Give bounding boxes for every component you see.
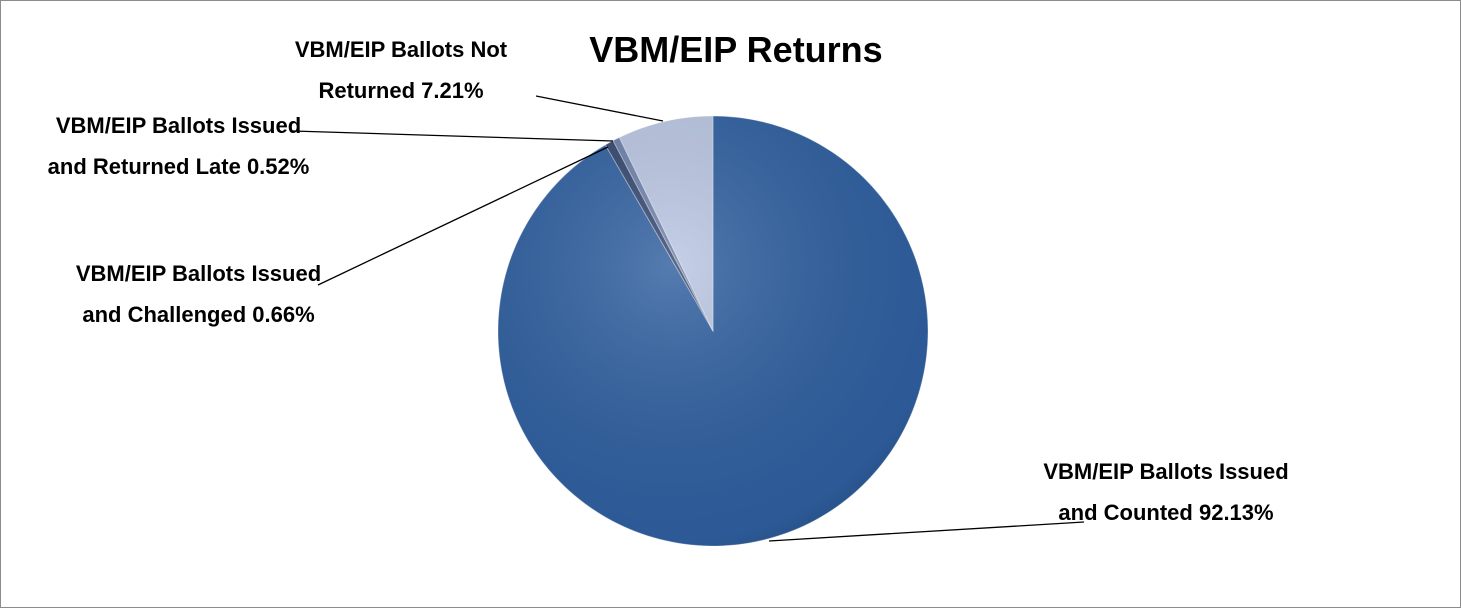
category-label: VBM/EIP Ballots Issued and Returned Late [47,113,302,179]
leader-line [292,130,614,142]
category-label: VBM/EIP Ballots Issued and Challenged [75,261,322,327]
slice-label: VBM/EIP Ballots Issued and Returned Late… [36,105,321,187]
value-label: 92.13% [1198,500,1274,525]
value-label: 7.21% [421,78,484,103]
value-label: 0.52% [246,154,310,179]
leader-lines [292,95,1085,542]
value-label: 0.66% [252,302,315,327]
leader-line [317,146,609,286]
category-label: VBM/EIP Ballots Issued and Counted [1043,459,1289,525]
leader-line [768,521,1085,542]
slice-label: VBM/EIP Ballots Issued and Counted 92.13… [1026,451,1306,533]
slice-label: VBM/EIP Ballots Issued and Challenged 0.… [61,253,336,335]
leader-line [535,95,664,122]
chart-title: VBM/EIP Returns [589,29,883,70]
slice-label: VBM/EIP Ballots Not Returned 7.21% [251,29,551,111]
slices [497,115,929,547]
category-label: VBM/EIP Ballots Not Returned [294,37,508,103]
